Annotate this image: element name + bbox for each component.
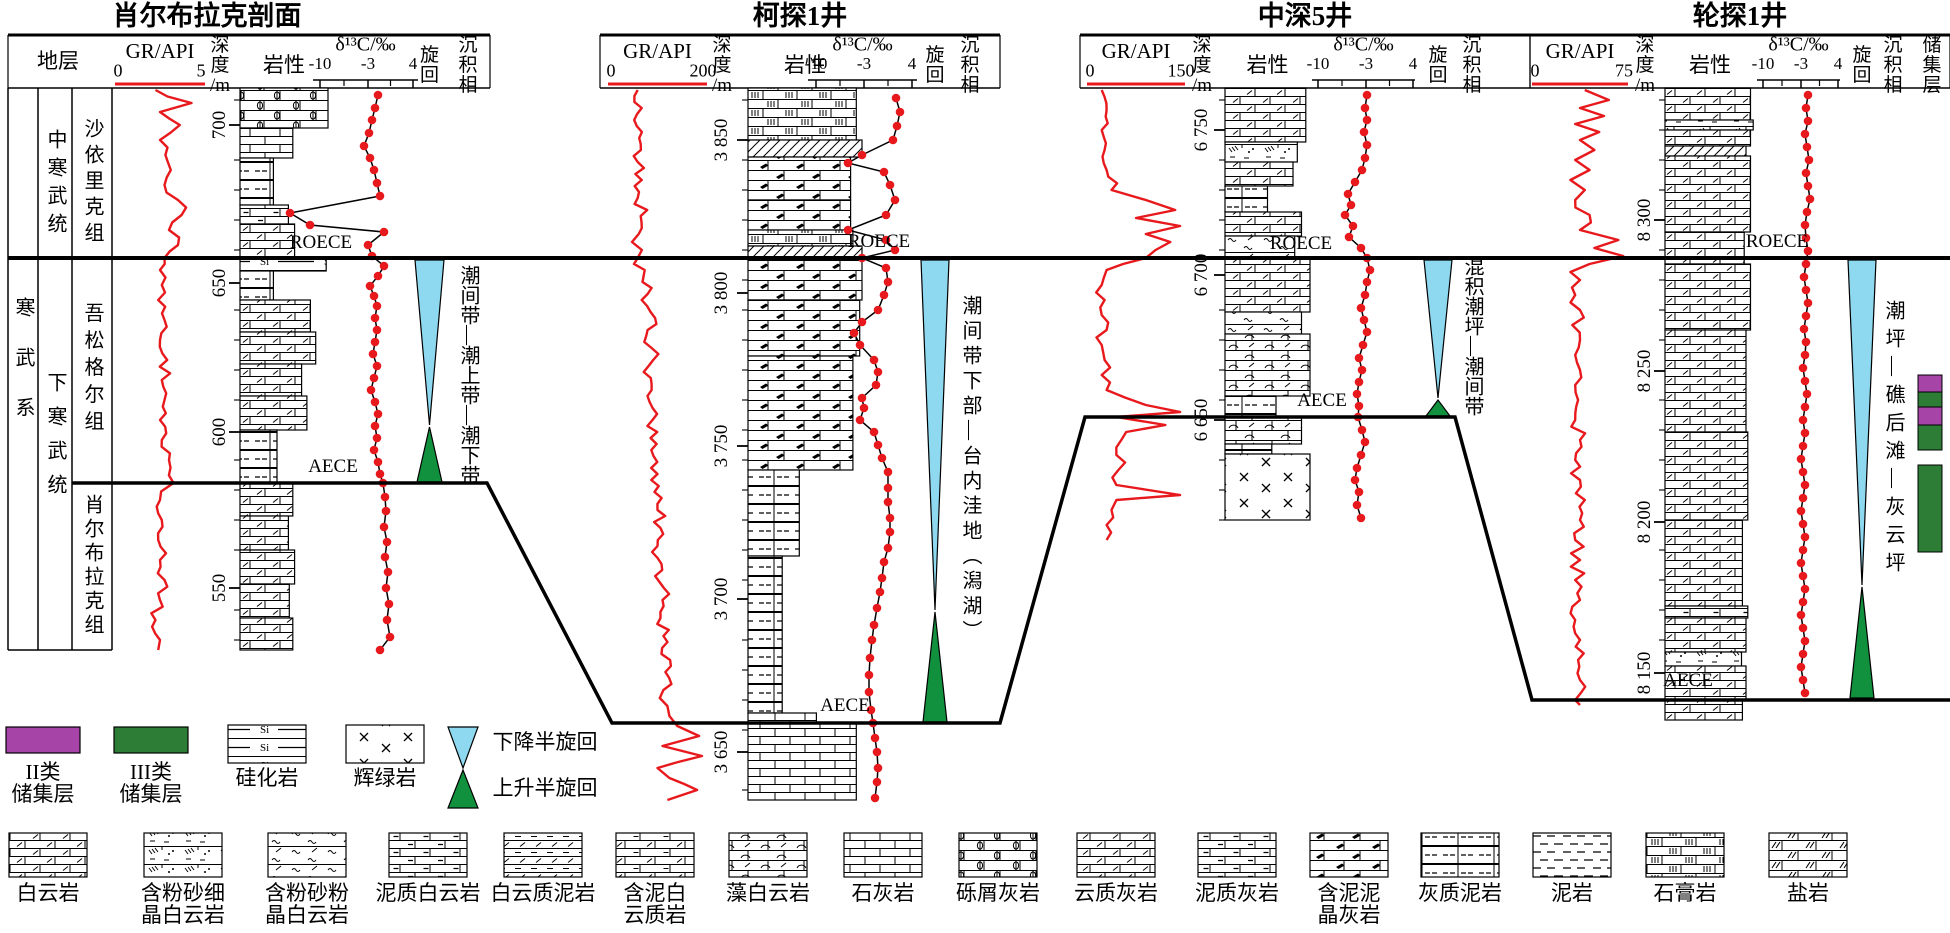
correlation-canvas: Si [5,33,1950,878]
well-correlation-figure: Si 地层寒武系中寒武统下寒武统沙依里克组吾松格尔组肖尔布拉克组肖尔布拉克剖面G… [5,1,1950,927]
